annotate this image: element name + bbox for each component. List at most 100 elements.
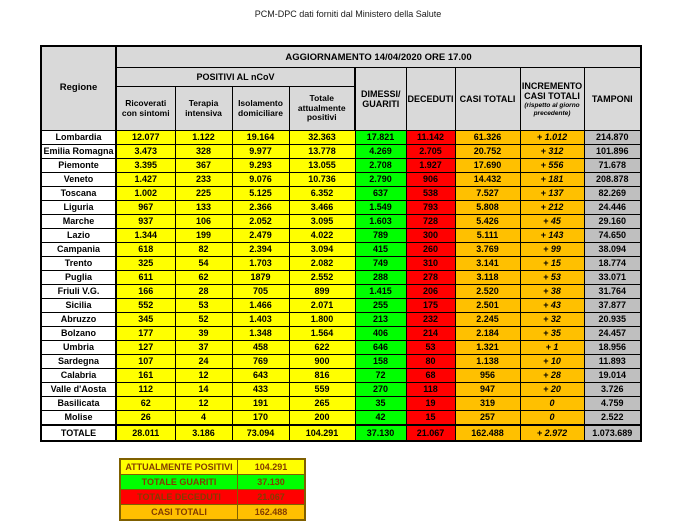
- value-cell: 2.520: [454, 284, 521, 299]
- value-cell: 214.870: [583, 130, 642, 145]
- value-cell: 415: [354, 242, 407, 257]
- value-cell: 127: [115, 340, 176, 355]
- region-cell: Toscana: [40, 186, 117, 201]
- value-cell: 9.977: [231, 144, 290, 159]
- value-cell: 1.927: [405, 158, 456, 173]
- value-cell: 208.878: [583, 172, 642, 187]
- value-cell: 4.022: [288, 228, 356, 243]
- value-cell: 18.956: [583, 340, 642, 355]
- table-row: Liguria 967 133 2.366 3.466 1.549 793 5.808 + 21…: [40, 200, 642, 215]
- group-header-positivi: POSITIVI AL nCoV: [115, 67, 356, 87]
- value-cell: 300: [405, 228, 456, 243]
- table-row: Basilicata 62 12 191 265 35 19 319 0 4.759: [40, 396, 642, 411]
- table-row: Trento 325 54 1.703 2.082 749 310 3.141 + 15 18.7…: [40, 256, 642, 271]
- value-cell: 21.067: [405, 424, 456, 442]
- value-cell: 12.077: [115, 130, 176, 145]
- value-cell: 54: [174, 256, 233, 271]
- value-cell: 643: [231, 368, 290, 383]
- value-cell: 162.488: [454, 424, 521, 442]
- summary-value: 21.067: [237, 489, 306, 505]
- value-cell: 2.184: [454, 326, 521, 341]
- summary-value: 37.130: [237, 474, 306, 490]
- value-cell: 7.527: [454, 186, 521, 201]
- summary-rows: ATTUALMENTE POSITIVI 104.291 TOTALE GUARIT…: [119, 458, 306, 521]
- region-cell: Liguria: [40, 200, 117, 215]
- value-cell: + 53: [519, 270, 585, 285]
- region-cell: Sardegna: [40, 354, 117, 369]
- value-cell: 611: [115, 270, 176, 285]
- summary-table: ATTUALMENTE POSITIVI 104.291 TOTALE GUARIT…: [119, 458, 306, 521]
- value-cell: 937: [115, 214, 176, 229]
- value-cell: 2.708: [354, 158, 407, 173]
- value-cell: 728: [405, 214, 456, 229]
- value-cell: 107: [115, 354, 176, 369]
- region-cell: Lazio: [40, 228, 117, 243]
- value-cell: 112: [115, 382, 176, 397]
- value-cell: + 1: [519, 340, 585, 355]
- region-cell: Emilia Romagna: [40, 144, 117, 159]
- value-cell: 1.321: [454, 340, 521, 355]
- value-cell: + 38: [519, 284, 585, 299]
- value-cell: 3.473: [115, 144, 176, 159]
- value-cell: 967: [115, 200, 176, 215]
- column-header-dimessi-guariti: DIMESSI/ GUARITI: [354, 67, 407, 131]
- value-cell: 104.291: [288, 424, 356, 442]
- value-cell: 2.552: [288, 270, 356, 285]
- summary-label: TOTALE DECEDUTI: [119, 489, 238, 505]
- value-cell: + 181: [519, 172, 585, 187]
- value-cell: 345: [115, 312, 176, 327]
- table-row: Calabria 161 12 643 816 72 68 956 + 28 19.014: [40, 368, 642, 383]
- value-cell: 31.764: [583, 284, 642, 299]
- value-cell: 225: [174, 186, 233, 201]
- table-row: Sicilia 552 53 1.466 2.071 255 175 2.501 + 43 37.…: [40, 298, 642, 313]
- value-cell: 3.395: [115, 158, 176, 173]
- region-cell: Basilicata: [40, 396, 117, 411]
- value-cell: 232: [405, 312, 456, 327]
- value-cell: 2.790: [354, 172, 407, 187]
- value-cell: 2.071: [288, 298, 356, 313]
- value-cell: 11.893: [583, 354, 642, 369]
- value-cell: 10.736: [288, 172, 356, 187]
- value-cell: 200: [288, 410, 356, 426]
- value-cell: 158: [354, 354, 407, 369]
- value-cell: 1.800: [288, 312, 356, 327]
- total-row: TOTALE 28.011 3.186 73.094 104.291 37.130 21.0…: [40, 424, 642, 442]
- table-row: Lombardia 12.077 1.122 19.164 32.363 17.821 11…: [40, 130, 642, 145]
- value-cell: 2.082: [288, 256, 356, 271]
- value-cell: 170: [231, 410, 290, 426]
- value-cell: 18.774: [583, 256, 642, 271]
- value-cell: 1.564: [288, 326, 356, 341]
- value-cell: 26: [115, 410, 176, 426]
- value-cell: 24.457: [583, 326, 642, 341]
- value-cell: 2.479: [231, 228, 290, 243]
- value-cell: 133: [174, 200, 233, 215]
- value-cell: 177: [115, 326, 176, 341]
- value-cell: 14.432: [454, 172, 521, 187]
- value-cell: 106: [174, 214, 233, 229]
- value-cell: 265: [288, 396, 356, 411]
- column-header-deceduti: DECEDUTI: [405, 67, 456, 131]
- value-cell: 19: [405, 396, 456, 411]
- value-cell: + 35: [519, 326, 585, 341]
- value-cell: 4.759: [583, 396, 642, 411]
- value-cell: 1879: [231, 270, 290, 285]
- value-cell: 214: [405, 326, 456, 341]
- value-cell: 13.778: [288, 144, 356, 159]
- value-cell: 213: [354, 312, 407, 327]
- value-cell: 52: [174, 312, 233, 327]
- value-cell: 1.122: [174, 130, 233, 145]
- value-cell: 816: [288, 368, 356, 383]
- value-cell: + 45: [519, 214, 585, 229]
- value-cell: 2.522: [583, 410, 642, 426]
- value-cell: 367: [174, 158, 233, 173]
- value-cell: 73.094: [231, 424, 290, 442]
- column-header-terapia-intensiva: Terapia intensiva: [174, 86, 233, 131]
- value-cell: 68: [405, 368, 456, 383]
- value-cell: 2.052: [231, 214, 290, 229]
- value-cell: 13.055: [288, 158, 356, 173]
- value-cell: + 43: [519, 298, 585, 313]
- value-cell: 53: [405, 340, 456, 355]
- value-cell: 793: [405, 200, 456, 215]
- column-header-totale-positivi: Totale attualmente positivi: [288, 86, 356, 131]
- value-cell: + 312: [519, 144, 585, 159]
